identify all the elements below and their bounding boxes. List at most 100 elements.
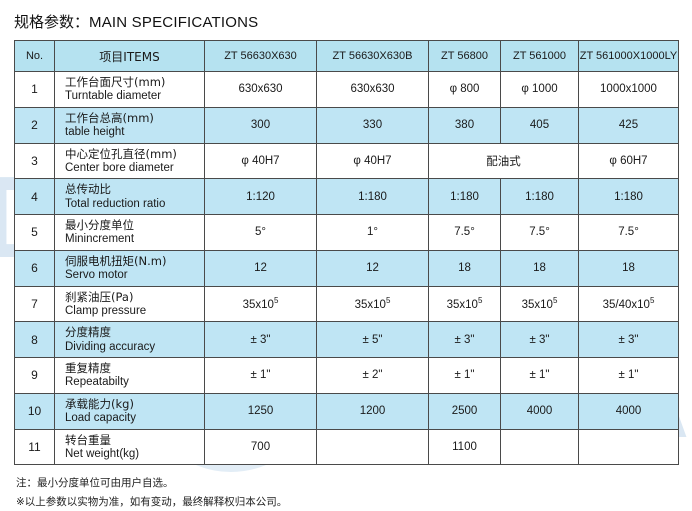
value-cell: 425 (578, 106, 679, 144)
item-name-cell: 刹紧油压(Pa) Clamp pressure (54, 285, 205, 323)
value-cell: 1:180 (500, 178, 579, 215)
value-exponent: 5 (552, 296, 558, 306)
row-number-cell: 4 (14, 178, 55, 215)
value-cell: 35x105 (500, 285, 579, 323)
value-cell: 1:120 (204, 178, 317, 215)
item-name-chinese: 中心定位孔直径(mm) (65, 146, 177, 161)
item-name-cell: 承载能力(kg) Load capacity (54, 392, 205, 430)
value-exponent: 5 (385, 296, 391, 306)
table-body: 1 工作台面尺寸(mm) Turntable diameter 630x630 630x… (14, 71, 679, 466)
table-row: 7 刹紧油压(Pa) Clamp pressure 35x105 35x105 35x10… (14, 285, 679, 323)
value-cell: 18 (578, 249, 679, 287)
page-title-english: MAIN SPECIFICATIONS (89, 14, 259, 31)
value-cell: ± 2" (316, 357, 429, 394)
item-name-cell: 总传动比 Total reduction ratio (54, 178, 205, 215)
item-name-cell: 工作台总高(mm) table height (54, 106, 205, 144)
table-row: 9 重复精度 Repeatabilty ± 1" ± 2" ± 1" ± 1" ± 1" (14, 357, 679, 394)
value-cell: 配油式 (428, 142, 579, 180)
row-number-cell: 1 (14, 71, 55, 108)
value-cell: 300 (204, 106, 317, 144)
item-name-chinese: 分度精度 (65, 325, 111, 340)
value-cell: 5° (204, 214, 317, 251)
value-cell (500, 428, 579, 466)
item-name-chinese: 最小分度单位 (65, 218, 134, 232)
value-cell: 630x630 (204, 71, 317, 108)
value-cell: ± 1" (428, 357, 501, 394)
value-exponent: 5 (477, 296, 483, 306)
item-name-cell: 工作台面尺寸(mm) Turntable diameter (54, 71, 205, 108)
table-row: 3 中心定位孔直径(mm) Center bore diameter φ 40H7 φ … (14, 142, 679, 180)
item-name-cell: 重复精度 Repeatabilty (54, 357, 205, 394)
value-cell: 35x105 (204, 285, 317, 323)
value-cell: 1000x1000 (578, 71, 679, 108)
value-cell: 7.5° (578, 214, 679, 251)
value-cell: 380 (428, 106, 501, 144)
item-name-cell: 伺服电机扭矩(N.m) Servo motor (54, 249, 205, 287)
table-row: 8 分度精度 Dividing accuracy ± 3" ± 5" ± 3" ± 3" ± … (14, 321, 679, 358)
value-cell: 700 (204, 428, 317, 466)
value-cell: 330 (316, 106, 429, 144)
value-cell: 2500 (428, 392, 501, 430)
row-number-cell: 9 (14, 357, 55, 394)
page-title-chinese: 规格参数： (14, 13, 90, 31)
table-row: 11 转台重量 Net weight(kg) 700 1100 (14, 428, 679, 466)
row-number-cell: 8 (14, 321, 55, 358)
row-number-cell: 11 (14, 428, 55, 466)
item-name-chinese: 伺服电机扭矩(N.m) (65, 253, 167, 268)
table-row: 1 工作台面尺寸(mm) Turntable diameter 630x630 630x… (14, 71, 679, 108)
column-header-model-3: ZT 56800 (428, 40, 501, 72)
value-cell: ± 1" (578, 357, 679, 394)
item-name-english: Turntable diameter (65, 90, 162, 103)
footnotes: 注：最小分度单位可由用户自选。 ※以上参数以实物为准，如有变动，最终解释权归本公… (0, 465, 692, 511)
row-number-cell: 7 (14, 285, 55, 323)
value-cell: ± 3" (204, 321, 317, 358)
item-name-english: Clamp pressure (65, 304, 147, 317)
table-header-row: No. 项目ITEMS ZT 56630X630 ZT 56630X630B Z… (14, 40, 679, 72)
column-header-model-5: ZT 561000X1000LY (578, 40, 679, 72)
value-cell: 405 (500, 106, 579, 144)
value-cell: 35/40x105 (578, 285, 679, 323)
table-header: No. 项目ITEMS ZT 56630X630 ZT 56630X630B Z… (14, 40, 679, 72)
column-header-model-1: ZT 56630X630 (204, 40, 317, 72)
value-exponent: 5 (273, 296, 279, 306)
specifications-table: No. 项目ITEMS ZT 56630X630 ZT 56630X630B Z… (14, 40, 679, 466)
item-name-cell: 中心定位孔直径(mm) Center bore diameter (54, 142, 205, 180)
item-name-english: Net weight(kg) (65, 447, 140, 460)
row-number-cell: 3 (14, 142, 55, 180)
column-header-items: 项目ITEMS (54, 40, 205, 72)
value-cell: 18 (428, 249, 501, 287)
item-name-chinese: 总传动比 (65, 182, 111, 197)
value-cell: 35x105 (428, 285, 501, 323)
value-cell: 7.5° (428, 214, 501, 251)
value-cell: 1:180 (428, 178, 501, 215)
item-name-english: Servo motor (65, 269, 128, 282)
value-cell: ± 1" (204, 357, 317, 394)
footnote-line-2: ※以上参数以实物为准，如有变动，最终解释权归本公司。 (16, 495, 288, 508)
value-cell: 630x630 (316, 71, 429, 108)
item-name-english: Total reduction ratio (65, 197, 166, 210)
item-name-chinese: 工作台总高(mm) (65, 110, 154, 125)
item-name-english: Repeatabilty (65, 376, 129, 389)
column-header-model-2: ZT 56630X630B (316, 40, 429, 72)
value-cell: 12 (204, 249, 317, 287)
value-cell: ± 3" (500, 321, 579, 358)
item-name-chinese: 承载能力(kg) (65, 396, 134, 411)
item-name-chinese: 工作台面尺寸(mm) (65, 75, 166, 89)
value-cell: 1:180 (316, 178, 429, 215)
value-cell: 1250 (204, 392, 317, 430)
item-name-english: table height (65, 126, 125, 139)
item-name-english: Minincrement (65, 233, 135, 246)
item-name-cell: 最小分度单位 Minincrement (54, 214, 205, 251)
value-cell: 35x105 (316, 285, 429, 323)
value-cell: ± 3" (578, 321, 679, 358)
value-exponent: 5 (649, 296, 655, 306)
item-name-chinese: 重复精度 (65, 361, 111, 375)
item-name-chinese: 刹紧油压(Pa) (65, 289, 134, 304)
value-cell: φ 40H7 (204, 142, 317, 180)
value-cell: 1100 (428, 428, 501, 466)
value-cell: φ 40H7 (316, 142, 429, 180)
value-cell: φ 1000 (500, 71, 579, 108)
value-cell: ± 3" (428, 321, 501, 358)
item-name-english: Dividing accuracy (65, 340, 156, 353)
value-cell: φ 60H7 (578, 142, 679, 180)
